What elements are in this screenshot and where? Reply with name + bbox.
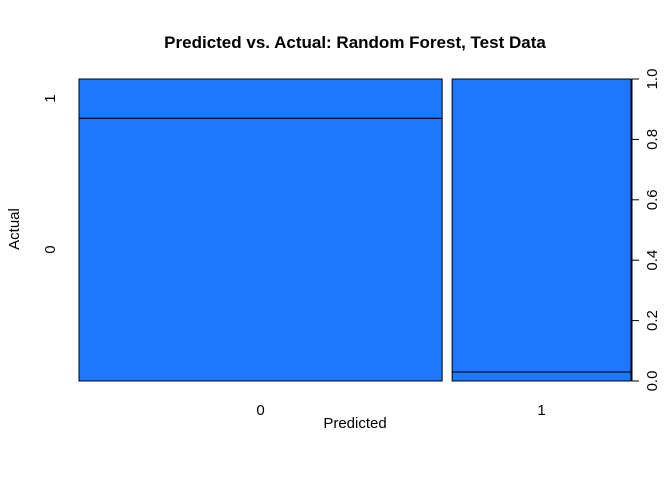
right-axis-tick-label: 0.2 — [644, 310, 661, 331]
right-y-axis: 0.0 0.2 0.4 0.6 0.8 1.0 — [631, 69, 661, 392]
y-tick-label-0: 0 — [42, 245, 59, 253]
x-tick-label-0: 0 — [256, 402, 264, 419]
x-axis-label: Predicted — [323, 415, 386, 432]
y-tick-label-1: 1 — [42, 94, 59, 102]
chart-title: Predicted vs. Actual: Random Forest, Tes… — [164, 33, 546, 52]
right-axis-tick-label: 0.6 — [644, 189, 661, 210]
y-axis-label: Actual — [6, 208, 23, 250]
plot-area — [78, 78, 632, 382]
right-axis-tick-label: 0.8 — [644, 129, 661, 150]
right-axis-tick-label: 1.0 — [644, 69, 661, 90]
x-tick-label-1: 1 — [537, 402, 545, 419]
right-axis-tick-label: 0.4 — [644, 250, 661, 271]
right-axis-tick-label: 0.0 — [644, 371, 661, 392]
mosaic-cell-pred0-actual1 — [78, 78, 443, 119]
mosaic-cell-pred0-actual0 — [78, 117, 443, 382]
y-tick-labels: 01 — [42, 94, 59, 253]
mosaic-cell-pred1-actual1 — [451, 78, 632, 373]
mosaic-cell-pred1-actual0 — [451, 371, 632, 382]
